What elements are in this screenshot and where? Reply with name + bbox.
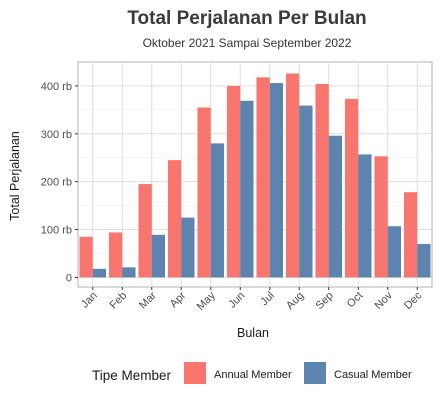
x-tick-label-may: May [195, 289, 219, 313]
legend: Tipe Member Annual Member Casual Member [92, 362, 412, 384]
y-tick-label: 200 rb [41, 177, 72, 189]
x-tick-label-sep: Sep [314, 290, 336, 312]
y-tick-label: 400 rb [41, 81, 72, 93]
bar-annual-member-feb [108, 232, 123, 278]
x-tick-label-dec: Dec [402, 289, 425, 312]
bar-casual-member-jan [92, 268, 107, 278]
bar-casual-member-jun [240, 100, 254, 278]
x-tick-label-nov: Nov [373, 289, 396, 312]
bar-annual-member-oct [344, 98, 359, 278]
y-tick-label: 100 rb [41, 225, 72, 237]
y-axis-ticks: 0 100 rb 200 rb 300 rb 400 rb [41, 81, 78, 284]
x-tick-label-oct: Oct [345, 290, 366, 311]
bar-annual-member-jul [256, 77, 270, 278]
legend-label-casual-member: Casual Member [334, 369, 412, 381]
y-tick-label: 300 rb [41, 129, 72, 141]
bar-casual-member-jul [269, 83, 284, 278]
y-tick-label: 0 [66, 272, 72, 284]
bar-casual-member-may [210, 143, 225, 278]
bar-casual-member-aug [299, 105, 313, 278]
bar-casual-member-dec [417, 243, 431, 278]
bar-annual-member-jan [79, 236, 93, 278]
bars [79, 73, 431, 278]
legend-swatch-casual-member [304, 362, 326, 384]
plot-panel [77, 61, 433, 288]
x-tick-label-feb: Feb [107, 290, 129, 312]
x-axis-title: Bulan [237, 326, 269, 340]
bar-casual-member-feb [122, 267, 136, 278]
chart-subtitle: Oktober 2021 Sampai September 2022 [143, 36, 352, 50]
bar-annual-member-sep [315, 84, 329, 278]
x-tick-label-mar: Mar [137, 289, 159, 311]
bar-annual-member-mar [138, 184, 152, 278]
bar-casual-member-mar [151, 234, 166, 278]
x-axis-ticks: Jan Feb Mar Apr May Jun Jul Aug Sep Oct Nov Dec [79, 287, 425, 313]
x-tick-label-apr: Apr [168, 289, 189, 310]
bar-casual-member-sep [328, 135, 343, 278]
bar-annual-member-nov [374, 156, 388, 278]
x-tick-label-jul: Jul [258, 290, 276, 308]
x-tick-label-aug: Aug [284, 290, 306, 312]
x-tick-label-jun: Jun [226, 290, 247, 311]
bar-annual-member-jun [226, 85, 241, 278]
chart-title: Total Perjalanan Per Bulan [127, 8, 366, 29]
bar-annual-member-aug [285, 73, 300, 278]
bar-annual-member-may [197, 107, 211, 278]
bar-annual-member-apr [167, 160, 182, 278]
bar-casual-member-nov [387, 226, 402, 278]
bar-annual-member-dec [403, 192, 418, 278]
bar-casual-member-apr [181, 217, 195, 278]
legend-title: Tipe Member [92, 368, 172, 383]
y-axis-title: Total Perjalanan [8, 131, 22, 221]
bar-casual-member-oct [358, 154, 372, 278]
legend-swatch-annual-member [184, 362, 206, 384]
legend-label-annual-member: Annual Member [214, 369, 292, 381]
x-tick-label-jan: Jan [79, 290, 100, 311]
